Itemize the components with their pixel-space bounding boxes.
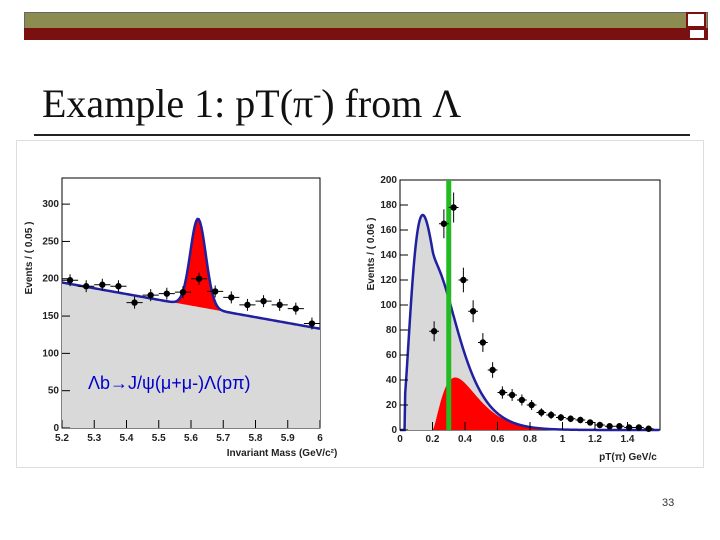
y-tick-label: 200 — [380, 175, 397, 186]
x-tick-label: 5.7 — [216, 433, 230, 444]
x-tick-label: 5.3 — [87, 433, 101, 444]
y-tick-label: 120 — [380, 275, 397, 286]
data-point — [163, 290, 171, 297]
data-point — [538, 409, 545, 416]
y-tick-label: 0 — [391, 425, 397, 436]
signal-fill — [165, 219, 233, 314]
slide-title: Example 1: pT(π-) from Λ — [42, 80, 461, 127]
data-point — [528, 401, 535, 409]
y-tick-label: 80 — [386, 325, 398, 336]
data-point — [469, 308, 477, 315]
corner-square-top — [686, 12, 706, 28]
data-point — [82, 283, 90, 290]
x-axis-label: Invariant Mass (GeV/c²) — [227, 448, 338, 459]
title-rule — [34, 134, 690, 136]
data-point — [276, 301, 283, 309]
data-point — [557, 414, 565, 421]
x-tick-label: 5.2 — [55, 433, 69, 444]
data-point — [440, 220, 448, 227]
data-point — [308, 320, 316, 327]
data-point — [586, 419, 594, 426]
data-point — [430, 328, 438, 335]
data-point — [596, 421, 604, 429]
data-point — [499, 389, 506, 396]
x-tick-label: 1.2 — [588, 434, 602, 445]
data-point — [508, 391, 516, 399]
data-point — [99, 281, 106, 288]
title-end: ) from Λ — [321, 81, 462, 126]
y-tick-label: 60 — [386, 350, 398, 361]
data-point — [211, 288, 219, 295]
x-axis-label: pT(π) GeV/c — [599, 452, 657, 463]
data-point — [606, 423, 613, 430]
title-bar-stripe — [24, 28, 708, 40]
figure-frame — [16, 140, 704, 468]
y-tick-label: 0 — [53, 423, 59, 434]
data-point — [645, 425, 652, 432]
data-point — [547, 411, 555, 419]
y-axis-label: Events / ( 0.05 ) — [24, 222, 35, 295]
data-point — [479, 339, 487, 346]
background-fill — [400, 215, 660, 430]
x-tick-label: 5.4 — [120, 433, 134, 444]
x-tick-label: 5.9 — [281, 433, 295, 444]
x-tick-label: 0.2 — [426, 434, 440, 445]
x-tick-label: 0.6 — [491, 434, 505, 445]
x-tick-label: 5.5 — [152, 433, 166, 444]
x-tick-label: 0 — [397, 434, 403, 445]
page-number: 33 — [662, 497, 675, 509]
data-point — [292, 305, 300, 312]
data-point — [460, 276, 467, 284]
x-tick-label: 5.6 — [184, 433, 198, 444]
signal-fill — [400, 377, 660, 430]
y-tick-label: 50 — [48, 386, 60, 397]
x-tick-label: 1 — [560, 434, 566, 445]
decay-annotation: Λb→J/ψ(μ+μ-)Λ(pπ) — [88, 373, 251, 393]
y-tick-label: 100 — [42, 348, 59, 359]
data-point — [195, 275, 203, 282]
x-tick-label: 5.8 — [249, 433, 263, 444]
data-point — [147, 291, 154, 299]
invariant-mass-chart: 5.2 5.3 5.4 5.5 5.6 5.7 5.8 5.9 6 0 50 100 150 200 250… — [24, 177, 338, 459]
y-tick-label: 250 — [42, 236, 59, 247]
y-tick-label: 160 — [380, 225, 397, 236]
data-point — [577, 416, 584, 424]
data-point — [244, 301, 251, 309]
data-point — [635, 424, 643, 431]
x-tick-label: 0.8 — [523, 434, 537, 445]
data-point — [567, 415, 574, 422]
y-tick-label: 40 — [386, 375, 398, 386]
data-point — [489, 366, 496, 374]
data-point — [260, 297, 267, 305]
x-tick-label: 1.4 — [621, 434, 635, 445]
y-tick-label: 20 — [386, 400, 398, 411]
data-point — [616, 423, 623, 430]
x-tick-label: 0.4 — [458, 434, 472, 445]
pt-distribution-chart: 0 0.2 0.4 0.6 0.8 1 1.2 1.4 0 20 40 60 80 100 120 140 16… — [366, 175, 661, 463]
y-axis-label: Events / ( 0.06 ) — [366, 218, 377, 291]
background-fill — [62, 282, 320, 428]
y-tick-label: 300 — [42, 199, 59, 210]
title-main: Example 1: pT(π — [42, 81, 314, 126]
data-point — [518, 396, 526, 404]
y-tick-label: 180 — [380, 200, 397, 211]
data-point — [179, 288, 187, 296]
data-point — [228, 294, 235, 301]
y-tick-label: 150 — [42, 311, 59, 322]
data-point — [66, 277, 74, 284]
y-tick-label: 140 — [380, 250, 397, 261]
y-tick-label: 200 — [42, 274, 59, 285]
y-tick-label: 100 — [380, 300, 397, 311]
data-point — [450, 204, 457, 211]
x-tick-label: 6 — [317, 433, 323, 444]
data-point — [625, 424, 633, 431]
fit-curve — [61, 217, 321, 330]
title-superscript: - — [313, 82, 322, 109]
corner-square-bottom — [688, 28, 706, 40]
data-point — [115, 283, 122, 290]
data-point — [131, 299, 138, 306]
